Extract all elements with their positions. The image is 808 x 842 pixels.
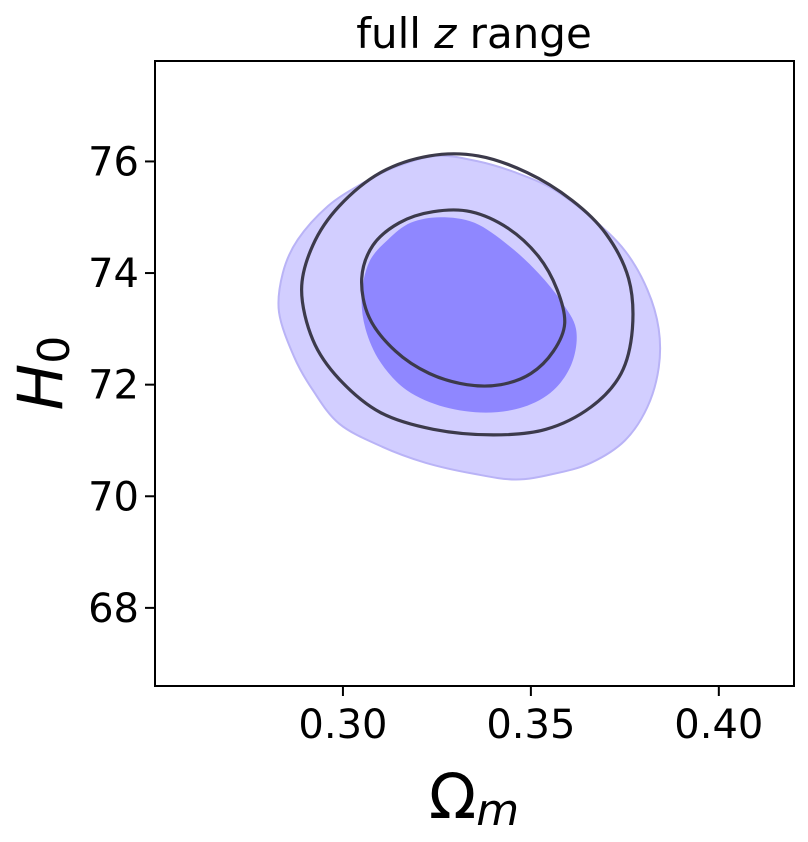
chart-title: full z range [356, 9, 592, 58]
x-axis-label: Ωm [429, 760, 519, 836]
y-tick-label: 74 [88, 251, 139, 297]
y-tick-label: 68 [88, 586, 139, 632]
contour-line-inner [360, 208, 567, 388]
contour-filled-inner [361, 217, 577, 413]
contour-line-outer [300, 152, 635, 437]
y-axis-label: H0 [4, 336, 80, 411]
plot-frame [154, 60, 795, 687]
x-tick-label: 0.35 [486, 702, 575, 748]
contour-series-2 [300, 152, 635, 437]
x-tick-label: 0.30 [298, 702, 387, 748]
y-axis-ticks: 68 70 72 74 76 [88, 139, 155, 632]
chart-title-prefix: full [356, 9, 434, 58]
x-axis-ticks: 0.30 0.35 0.40 [298, 686, 763, 748]
x-tick-label: 0.40 [674, 702, 763, 748]
x-axis-label-symbol: Ω [429, 760, 476, 833]
contour-series-1 [277, 154, 662, 481]
y-tick-label: 76 [88, 139, 139, 185]
chart-title-math: z [433, 9, 457, 58]
y-tick-label: 72 [88, 363, 139, 409]
y-tick-label: 70 [88, 474, 139, 520]
y-axis-label-subscript: 0 [29, 336, 80, 364]
y-axis-label-symbol: H [4, 364, 77, 411]
chart-title-suffix: range [456, 9, 591, 58]
contour-layer [277, 152, 662, 481]
x-axis-label-subscript: m [476, 785, 519, 836]
